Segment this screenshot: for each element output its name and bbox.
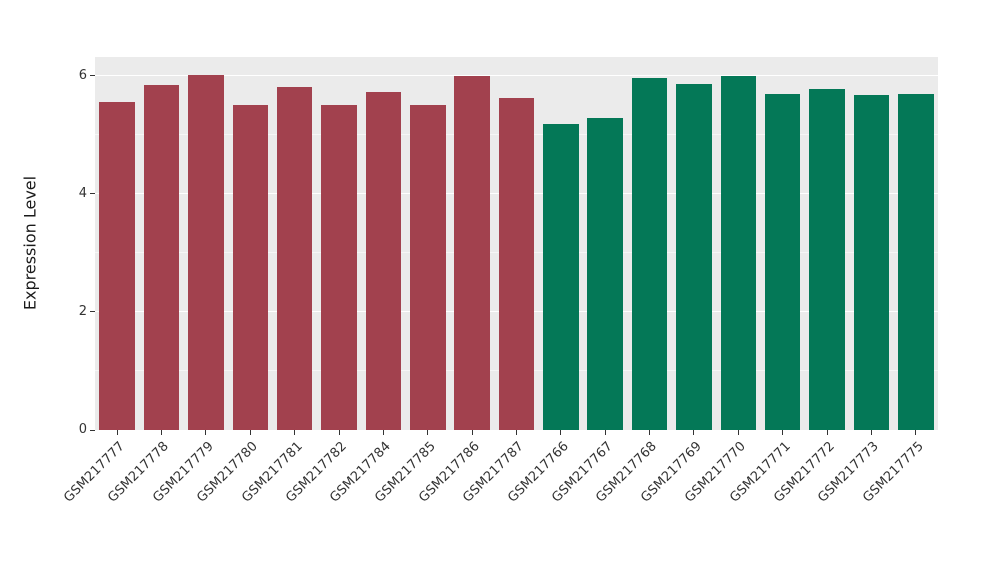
bar-GSM217780: [232, 105, 269, 430]
bar-GSM217782: [321, 105, 357, 430]
bar-GSM217766: [543, 124, 579, 430]
bar-GSM217771: [764, 93, 801, 430]
x-tick-mark: [471, 430, 473, 435]
bar-GSM217775: [898, 93, 934, 430]
x-tick-mark: [782, 430, 784, 435]
y-tick-label: 2: [78, 303, 87, 319]
y-tick-label: 0: [78, 422, 87, 437]
y-tick-mark: [90, 429, 95, 431]
bar-GSM217770: [720, 75, 757, 430]
x-tick-mark: [915, 430, 917, 435]
bar-GSM217777: [99, 102, 135, 430]
y-tick-label: 6: [78, 67, 87, 83]
bar-GSM217773: [853, 95, 890, 430]
bar-GSM217772: [809, 88, 845, 430]
x-tick-mark: [826, 430, 828, 435]
x-tick-mark: [604, 430, 606, 435]
bar-GSM217787: [498, 98, 535, 430]
x-tick-mark: [161, 430, 163, 435]
y-tick-mark: [90, 193, 95, 195]
bar-GSM217769: [676, 83, 712, 430]
y-tick-mark: [90, 311, 95, 313]
x-tick-mark: [294, 430, 296, 435]
plot-panel: [95, 57, 938, 431]
x-tick-mark: [693, 430, 695, 435]
bar-GSM217767: [587, 118, 623, 430]
y-tick-mark: [90, 75, 95, 77]
x-tick-mark: [338, 430, 340, 435]
bar-GSM217781: [276, 86, 313, 430]
x-tick-mark: [870, 430, 872, 435]
bar-GSM217784: [365, 92, 402, 430]
x-tick-mark: [737, 430, 739, 435]
y-axis-title: Expression Level: [20, 175, 40, 311]
x-tick-mark: [516, 430, 517, 435]
major-gridline: [95, 75, 938, 77]
bar-GSM217786: [454, 75, 490, 430]
x-tick-mark: [116, 430, 118, 435]
y-tick-label: 4: [78, 185, 87, 201]
x-tick-mark: [427, 430, 429, 435]
bar-GSM217779: [188, 74, 224, 430]
x-tick-mark: [249, 430, 251, 435]
x-tick-mark: [560, 430, 562, 435]
x-tick-mark: [205, 430, 207, 435]
x-tick-mark: [649, 430, 651, 435]
bar-GSM217768: [631, 77, 668, 430]
x-tick-mark: [382, 430, 384, 435]
bar-GSM217778: [143, 84, 180, 430]
bar-GSM217785: [410, 105, 446, 430]
